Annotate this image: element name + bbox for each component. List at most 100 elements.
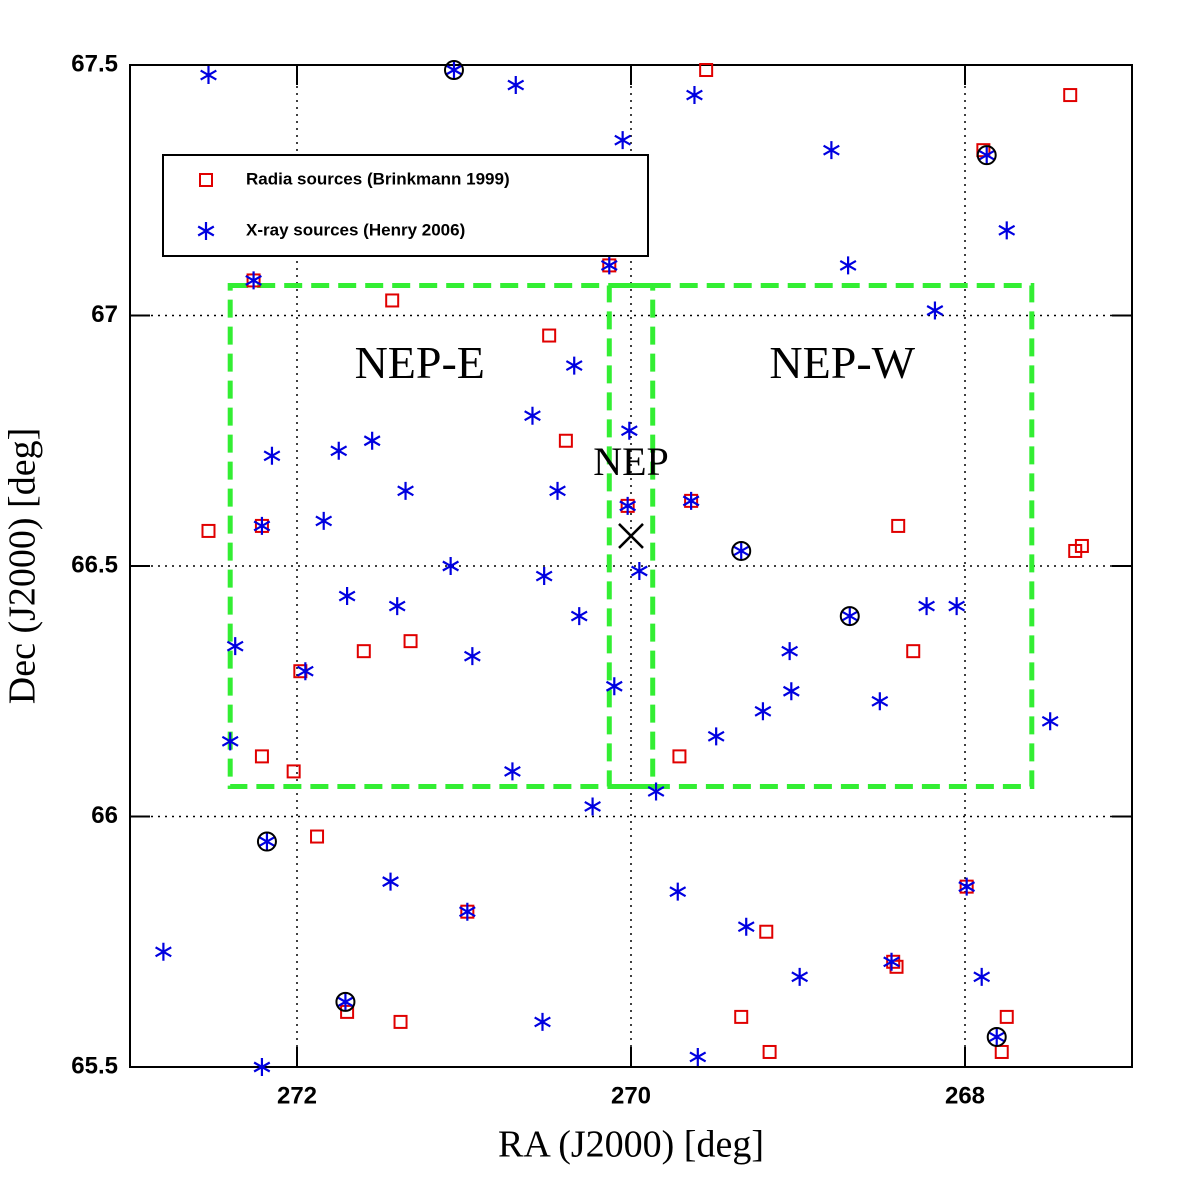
x-tick-label: 268 [945, 1082, 985, 1109]
xray-source [686, 86, 703, 105]
xray-source [630, 562, 648, 581]
radio-source [994, 1044, 1009, 1059]
xray-source [442, 557, 460, 575]
x-axis-label: RA (J2000) [deg] [498, 1124, 764, 1166]
legend-label: Radia sources (Brinkmann 1999) [246, 169, 510, 188]
xray-source [507, 76, 525, 95]
xray-source [363, 431, 381, 450]
radio-source [999, 1009, 1014, 1024]
xray-source [958, 877, 976, 896]
highlight-circle [256, 831, 277, 852]
xray-source [570, 607, 588, 626]
radio-source [199, 173, 213, 187]
xray-source [600, 256, 618, 275]
xray-source [737, 917, 755, 936]
xray-source [535, 567, 553, 586]
radio-source [762, 1044, 777, 1059]
highlight-circle [335, 991, 356, 1012]
xray-source [918, 597, 935, 616]
highlight-circle [731, 540, 752, 561]
radio-source [254, 749, 269, 764]
plot-frame [129, 64, 1133, 1068]
region-box [650, 282, 1035, 789]
xray-source [330, 441, 348, 460]
xray-source [883, 952, 900, 971]
xray-source [682, 491, 700, 510]
y-tick-label: 67.5 [71, 50, 118, 77]
legend-box [162, 154, 649, 257]
xray-source [871, 692, 889, 711]
radio-source [891, 518, 906, 533]
xray-source [669, 882, 687, 901]
xray-source [978, 146, 996, 165]
xray-source [253, 1058, 271, 1076]
x-tick-label: 270 [611, 1082, 651, 1109]
xray-source [445, 61, 463, 80]
radio-source [340, 1004, 355, 1019]
xray-source [565, 356, 583, 375]
legend-label: X-ray sources (Henry 2006) [246, 220, 465, 239]
xray-source [337, 992, 354, 1011]
xray-source [998, 221, 1016, 240]
nep-marker [618, 523, 644, 549]
xray-source [524, 406, 541, 425]
xray-source [584, 797, 601, 816]
highlight-circle [839, 606, 860, 627]
xray-source [221, 732, 239, 751]
xray-source [397, 481, 414, 500]
radio-source [403, 634, 418, 649]
radio-source [734, 1009, 749, 1024]
radio-source [672, 749, 687, 764]
x-tick-label: 272 [277, 1082, 317, 1109]
xray-source [614, 131, 632, 150]
radio-source [286, 764, 301, 779]
xray-source [258, 832, 276, 851]
xray-source [296, 662, 314, 681]
xray-source [463, 647, 481, 666]
radio-source [201, 523, 216, 538]
radio-source [759, 924, 774, 939]
radio-source [1074, 538, 1089, 553]
highlight-circle [443, 60, 464, 81]
xray-source [605, 677, 623, 696]
radio-source [1063, 88, 1078, 103]
radio-source [699, 63, 714, 78]
xray-source [534, 1012, 551, 1031]
y-tick-label: 66 [91, 802, 118, 829]
xray-source [382, 872, 399, 891]
y-tick-label: 67 [91, 301, 118, 328]
xray-source [948, 597, 966, 616]
xray-source [504, 762, 521, 781]
xray-source [315, 511, 333, 530]
xray-source [647, 782, 665, 801]
radio-source [906, 644, 921, 659]
radio-source [356, 644, 371, 659]
xray-source [155, 942, 172, 961]
radio-source [393, 1014, 408, 1029]
radio-source [558, 433, 573, 448]
radio-source [310, 829, 325, 844]
xray-source [388, 597, 406, 616]
nep-label: NEP [593, 439, 669, 484]
xray-source [263, 446, 281, 465]
xray-source [200, 66, 217, 85]
xray-source [707, 727, 725, 746]
xray-source [253, 516, 271, 535]
radio-source [385, 293, 400, 308]
highlight-circle [976, 145, 997, 166]
xray-source [1041, 712, 1059, 731]
xray-source [620, 421, 638, 440]
xray-source [689, 1047, 707, 1066]
xray-source [791, 967, 809, 986]
xray-source [338, 587, 356, 606]
xray-source [245, 271, 262, 290]
xray-source [839, 256, 857, 275]
xray-source [782, 682, 800, 701]
region-label: NEP-W [769, 337, 915, 388]
xray-source [732, 541, 750, 560]
xray-source [988, 1027, 1006, 1046]
y-tick-label: 65.5 [71, 1052, 118, 1079]
y-axis-label: Dec (J2000) [deg] [2, 428, 44, 704]
xray-source [823, 141, 840, 160]
